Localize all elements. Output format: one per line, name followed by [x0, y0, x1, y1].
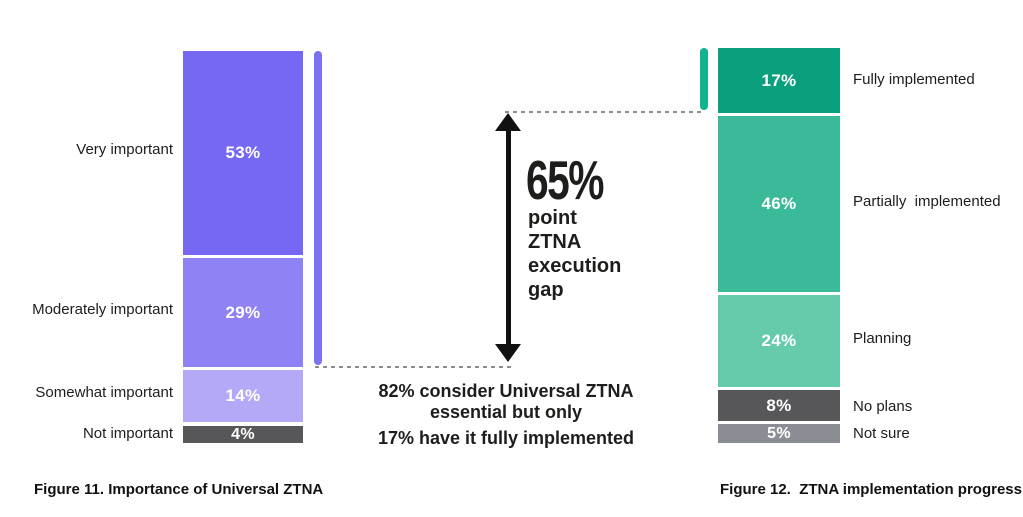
- category-label-partially-implemented: Partially implemented: [853, 193, 1001, 210]
- gap-label-line-4: gap: [528, 279, 564, 301]
- segment-value-partially-implemented: 46%: [761, 194, 797, 213]
- category-label-not-important: Not important: [82, 425, 173, 442]
- bar-segment-no-plans: 8%: [718, 390, 840, 421]
- execution-gap-arrow-down-icon: [495, 344, 521, 362]
- figure-11-caption: Figure 11. Importance of Universal ZTNA: [34, 481, 324, 498]
- segment-value-not-important: 4%: [231, 425, 255, 443]
- essential-82pct-accent-bar: [314, 51, 322, 365]
- bar-segment-moderately-important: 29%: [183, 258, 303, 367]
- gap-label-line-2: ZTNA: [528, 231, 582, 253]
- segment-value-somewhat-important: 14%: [225, 386, 261, 405]
- segment-value-planning: 24%: [761, 331, 797, 350]
- segment-value-very-important: 53%: [225, 143, 261, 162]
- summary-text: 82% consider Universal ZTNA essential bu…: [348, 381, 664, 449]
- gap-label: point ZTNA execution gap: [528, 206, 621, 302]
- summary-line-2: essential but only: [429, 402, 583, 422]
- dashed-connector-bottom: [315, 366, 512, 368]
- segment-value-moderately-important: 29%: [225, 302, 261, 322]
- bar-segment-very-important: 53%: [183, 51, 303, 255]
- bar-segment-not-sure: 5%: [718, 424, 840, 443]
- bar-segment-fully-implemented: 17%: [718, 48, 840, 113]
- figure-12-caption: Figure 12. ZTNA implementation progress: [720, 481, 1022, 498]
- bar-segment-partially-implemented: 46%: [718, 116, 840, 292]
- segment-value-fully-implemented: 17%: [761, 70, 797, 90]
- summary-line-1: 82% consider Universal ZTNA: [378, 381, 634, 401]
- category-label-moderately-important: Moderately important: [32, 301, 173, 318]
- gap-value: 65%: [526, 149, 605, 211]
- summary-line-3: 17% have it fully implemented: [377, 428, 635, 448]
- bar-segment-not-important: 4%: [183, 426, 303, 443]
- category-label-not-sure: Not sure: [853, 425, 910, 442]
- category-label-fully-implemented: Fully implemented: [853, 71, 975, 88]
- segment-value-no-plans: 8%: [766, 395, 792, 415]
- segment-value-not-sure: 5%: [767, 424, 791, 442]
- category-label-planning: Planning: [853, 330, 912, 347]
- gap-label-line-1: point: [528, 207, 577, 229]
- fully-implemented-accent-bar: [700, 48, 708, 110]
- category-label-very-important: Very important: [76, 141, 173, 158]
- gap-label-line-3: execution: [528, 255, 622, 277]
- category-label-somewhat-important: Somewhat important: [35, 384, 173, 401]
- category-label-no-plans: No plans: [853, 398, 913, 415]
- dashed-connector-top: [505, 111, 701, 113]
- execution-gap-arrow-shaft: [506, 124, 511, 352]
- bar-segment-somewhat-important: 14%: [183, 370, 303, 422]
- bar-segment-planning: 24%: [718, 295, 840, 387]
- execution-gap-arrow-up-icon: [495, 113, 521, 131]
